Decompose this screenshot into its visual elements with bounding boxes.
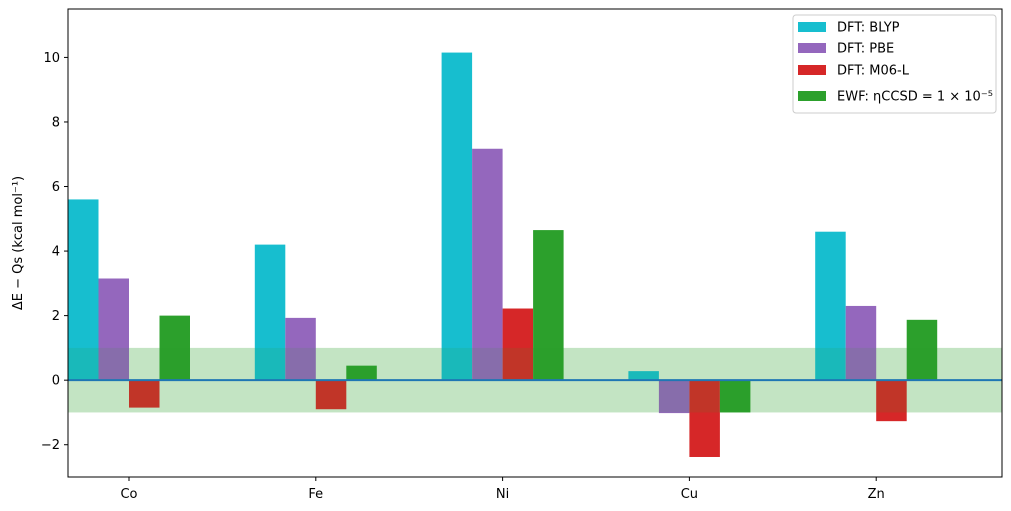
bar-zn-4 — [906, 319, 938, 381]
legend-swatch — [798, 91, 826, 101]
legend-swatch — [798, 65, 826, 75]
legend-label: DFT: BLYP — [837, 21, 900, 36]
x-tick-label: Co — [120, 487, 137, 502]
y-tick-label: 8 — [52, 115, 60, 130]
bar-cu-1 — [628, 371, 659, 381]
legend-box — [792, 14, 997, 114]
legend-label: DFT: M06-L — [837, 64, 910, 79]
bar-ni-3 — [502, 308, 534, 381]
y-tick-label: 6 — [52, 180, 60, 195]
y-axis-label: ΔE − Qs (kcal mol⁻¹) — [11, 176, 26, 310]
bar-fe-4 — [346, 365, 377, 381]
bar-ni-2 — [472, 148, 503, 381]
bar-co-3 — [129, 380, 160, 408]
x-axis: Co Fe Ni Cu Zn — [120, 477, 885, 502]
bar-cu-4 — [719, 380, 751, 413]
y-tick-label: 2 — [52, 309, 60, 324]
y-axis: −2 0 2 4 6 8 10 — [41, 51, 68, 453]
y-tick-label: −2 — [41, 438, 60, 453]
x-tick-label: Cu — [681, 487, 698, 502]
bar-cu-2 — [658, 380, 690, 414]
bar-fe-1 — [254, 244, 286, 381]
y-tick-label: 0 — [52, 374, 60, 389]
bar-zn-1 — [815, 231, 846, 381]
x-tick-label: Zn — [868, 487, 885, 502]
bar-zn-3 — [876, 380, 907, 422]
y-tick-label: 4 — [52, 245, 60, 260]
x-tick-label: Fe — [308, 487, 323, 502]
bar-zn-2 — [845, 305, 877, 381]
bar-fe-2 — [285, 317, 316, 381]
legend-swatch — [798, 43, 826, 53]
legend: DFT: BLYP DFT: PBE DFT: M06-L EWF: ηCCSD = … — [792, 14, 997, 114]
bar-fe-3 — [315, 380, 347, 410]
legend-label: EWF: ηCCSD = 1 × 10⁻⁵ — [837, 90, 993, 105]
bar-co-2 — [98, 278, 129, 381]
bar-co-4 — [159, 315, 190, 381]
bar-ni-1 — [441, 52, 473, 381]
plot-frame — [67, 8, 1003, 478]
bar-co-1 — [68, 199, 99, 381]
legend-swatch — [798, 22, 826, 32]
y-tick-label: 10 — [43, 51, 60, 66]
legend-label: DFT: PBE — [837, 42, 894, 57]
bar-cu-3 — [689, 380, 720, 457]
bar-ni-4 — [533, 230, 564, 381]
x-tick-label: Ni — [496, 487, 509, 502]
